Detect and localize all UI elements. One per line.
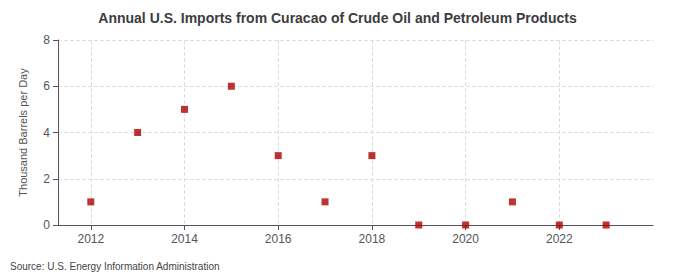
svg-text:8: 8 [43,33,50,47]
svg-text:2012: 2012 [77,232,104,246]
svg-text:6: 6 [43,79,50,93]
svg-text:0: 0 [43,218,50,232]
svg-text:2022: 2022 [546,232,573,246]
svg-text:Thousand Barrels per Day: Thousand Barrels per Day [17,68,29,197]
svg-text:2020: 2020 [452,232,479,246]
svg-text:2018: 2018 [359,232,386,246]
svg-text:2014: 2014 [171,232,198,246]
svg-text:4: 4 [43,126,50,140]
svg-text:Annual U.S. Imports from Curac: Annual U.S. Imports from Curacao of Crud… [98,10,577,26]
svg-text:2: 2 [43,172,50,186]
svg-text:Source: U.S. Energy Informatio: Source: U.S. Energy Information Administ… [10,261,220,272]
svg-text:2016: 2016 [265,232,292,246]
